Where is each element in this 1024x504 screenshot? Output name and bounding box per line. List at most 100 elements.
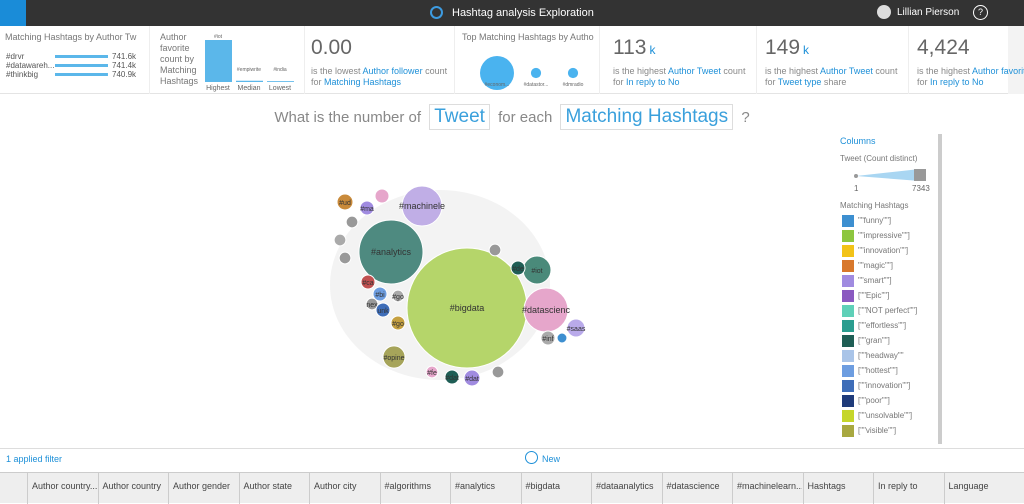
column-cell[interactable]: #analytics	[450, 473, 520, 504]
bubble-label: #go	[392, 321, 404, 328]
column-cell[interactable]: Author gender	[168, 473, 238, 504]
text-part: count for	[765, 66, 898, 87]
insight-card[interactable]: Author favorite count by Matching Hashta…	[155, 26, 305, 94]
column-cell[interactable]: In reply to	[873, 473, 943, 504]
help-button[interactable]: ?	[973, 5, 988, 20]
bubble[interactable]	[365, 297, 379, 311]
insight-card[interactable]: 149 k is the highest Author Tweet count fo…	[757, 26, 909, 94]
panel-title[interactable]: Columns	[840, 136, 876, 146]
range-slider[interactable]: 1 7343	[836, 165, 936, 195]
column-cell[interactable]: Hashtags	[802, 473, 873, 504]
bubble[interactable]	[491, 365, 505, 379]
insight-card[interactable]: Top Matching Hashtags by Autho #econom..…	[455, 26, 600, 94]
bubble[interactable]	[566, 318, 586, 338]
card-value: 0.00	[311, 36, 352, 59]
question-text: What is the number of	[274, 109, 422, 126]
menu-button[interactable]	[0, 0, 26, 26]
bubble[interactable]	[374, 188, 390, 204]
bubble[interactable]	[336, 193, 354, 211]
bar-label: Highest	[206, 85, 230, 92]
column-cell[interactable]: Author country...	[27, 473, 97, 504]
slider-handle	[854, 174, 858, 178]
legend-item[interactable]: [""Epic""]	[842, 288, 938, 303]
insight-card[interactable]: Matching Hashtags by Author Tw #drvr 741.…	[0, 26, 150, 94]
legend-item[interactable]: [""unsolvable""]	[842, 408, 938, 423]
legend-swatch	[842, 409, 854, 422]
bubble-label: #ma	[360, 206, 374, 213]
column-cell[interactable]: Author state	[238, 473, 309, 504]
range-min: 1	[854, 184, 859, 193]
legend-label: [""poor""]	[858, 396, 890, 405]
bar-label: Median	[238, 85, 261, 92]
new-button[interactable]: New	[542, 454, 561, 464]
bubble[interactable]	[444, 369, 460, 385]
bubble[interactable]	[360, 274, 376, 290]
legend-item[interactable]: ""impressive""]	[842, 228, 938, 243]
bubble[interactable]	[358, 219, 424, 285]
value-label: 740.9k	[112, 70, 137, 79]
question-text: ?	[741, 109, 750, 126]
next-button[interactable]	[1008, 26, 1024, 94]
bar-label: Lowest	[269, 85, 291, 92]
bubble[interactable]	[540, 330, 556, 346]
user-avatar[interactable]	[877, 5, 891, 19]
legend-item[interactable]: ""magic""]	[842, 258, 938, 273]
bubble[interactable]	[510, 260, 526, 276]
legend-item[interactable]: [""NOT perfect""]	[842, 303, 938, 318]
legend-item[interactable]: ""smart""]	[842, 273, 938, 288]
bubble[interactable]	[391, 289, 405, 303]
insight-card[interactable]: 4,424 is the highest Author favorite coun…	[909, 26, 1024, 94]
bubble[interactable]	[382, 345, 406, 369]
bubble[interactable]	[359, 200, 375, 216]
bubble[interactable]	[556, 332, 568, 344]
mini-bars: #iot Highest #empiwrite Median #india Lowest	[205, 34, 294, 92]
bubble[interactable]	[338, 251, 352, 265]
legend-swatch	[842, 364, 854, 377]
range-max: 7343	[912, 184, 930, 193]
filter-link[interactable]: 1 applied filter	[6, 454, 63, 464]
bubble[interactable]	[372, 286, 388, 302]
bubble[interactable]	[488, 243, 502, 257]
legend-item[interactable]: ""funny""]	[842, 213, 938, 228]
legend-item[interactable]: [""innovation""]	[842, 378, 938, 393]
legend-item[interactable]: [""visible""]	[842, 423, 938, 438]
bubble-label: #datascienc	[522, 305, 571, 315]
column-cell[interactable]: #algorithms	[379, 473, 450, 504]
legend-label: ""funny""]	[858, 216, 892, 225]
unit: k	[803, 43, 810, 57]
bubble[interactable]	[390, 315, 406, 331]
column-cell[interactable]: Language	[943, 473, 1014, 504]
insight-card[interactable]: 0.00 is the lowest Author follower count…	[305, 26, 455, 94]
app-title[interactable]: Hashtag analysis Exploration	[452, 7, 594, 19]
legend-label: [""hottest""]	[858, 366, 898, 375]
legend-item[interactable]: [""gran""]	[842, 333, 938, 348]
column-cell[interactable]: #machinelearn...	[732, 473, 802, 504]
bubble[interactable]	[345, 215, 359, 229]
text-part: Author Tweet	[820, 66, 873, 76]
legend-item[interactable]: ""innovation""]	[842, 243, 938, 258]
bubble[interactable]	[401, 185, 443, 227]
column-cell[interactable]: #datascience	[661, 473, 732, 504]
text-part: is the highest	[917, 66, 973, 76]
legend-item[interactable]: [""hottest""]	[842, 363, 938, 378]
text-part: Tweet type	[777, 77, 822, 87]
legend-item[interactable]: [""headway""	[842, 348, 938, 363]
dimension-selector[interactable]: Matching Hashtags	[560, 104, 734, 130]
bubble[interactable]	[333, 233, 347, 247]
insight-card[interactable]: 113 k is the highest Author Tweet count fo…	[605, 26, 757, 94]
column-cell[interactable]: #dataanalytics	[591, 473, 661, 504]
legend-label: ""smart""]	[858, 276, 892, 285]
legend-label: ""impressive""]	[858, 231, 910, 240]
column-cell[interactable]: #bigdata	[520, 473, 591, 504]
column-cell[interactable]: Author country	[97, 473, 168, 504]
column-cell[interactable]: Author city	[309, 473, 379, 504]
new-icon[interactable]	[525, 451, 538, 464]
bar	[267, 81, 294, 82]
bubble[interactable]	[425, 365, 439, 379]
measure-selector[interactable]: Tweet	[429, 104, 490, 130]
user-name[interactable]: Lillian Pierson	[897, 7, 960, 18]
bubble[interactable]	[463, 369, 481, 387]
legend-item[interactable]: [""effortless""]	[842, 318, 938, 333]
legend-item[interactable]: [""poor""]	[842, 393, 938, 408]
bubble[interactable]	[375, 302, 391, 318]
